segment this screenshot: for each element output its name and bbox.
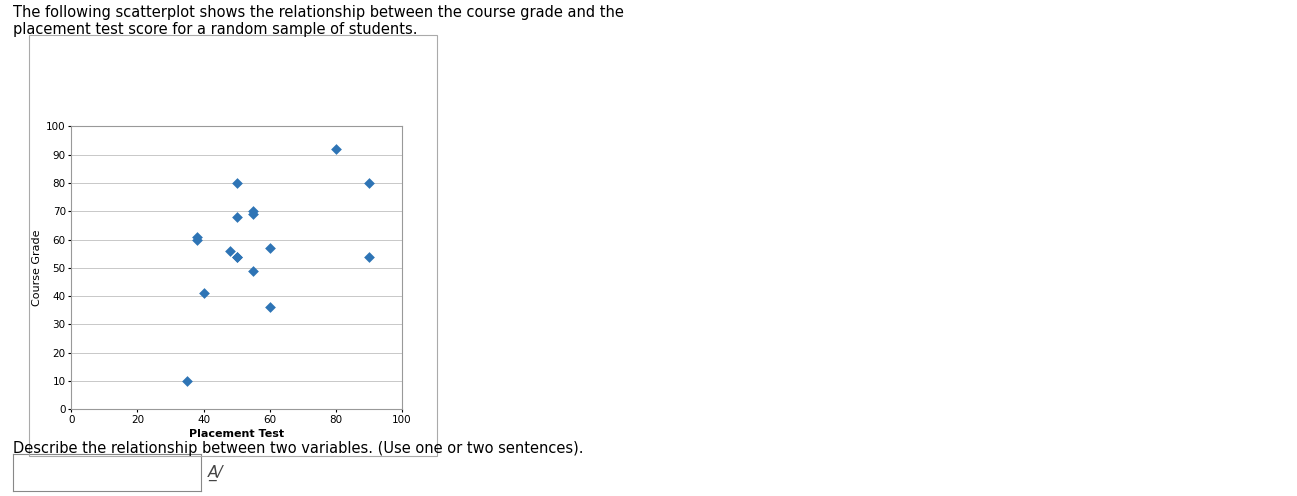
Point [259, 244, 280, 252]
Point [226, 252, 246, 260]
Point [326, 145, 346, 153]
Point [226, 252, 246, 260]
Point [187, 236, 208, 244]
X-axis label: Placement Test: Placement Test [189, 429, 284, 439]
Point [243, 267, 263, 275]
Point [358, 179, 379, 187]
Point [243, 207, 263, 215]
Point [193, 289, 214, 297]
Y-axis label: Course Grade: Course Grade [32, 230, 42, 306]
Point [226, 213, 246, 221]
Point [358, 252, 379, 260]
Text: A̲/: A̲/ [208, 464, 223, 481]
Point [219, 247, 240, 255]
Text: The following scatterplot shows the relationship between the course grade and th: The following scatterplot shows the rela… [13, 5, 624, 37]
Point [187, 233, 208, 241]
Point [259, 304, 280, 311]
Point [243, 210, 263, 218]
Point [226, 179, 246, 187]
Point [176, 377, 197, 385]
Text: Describe the relationship between two variables. (Use one or two sentences).: Describe the relationship between two va… [13, 441, 584, 456]
